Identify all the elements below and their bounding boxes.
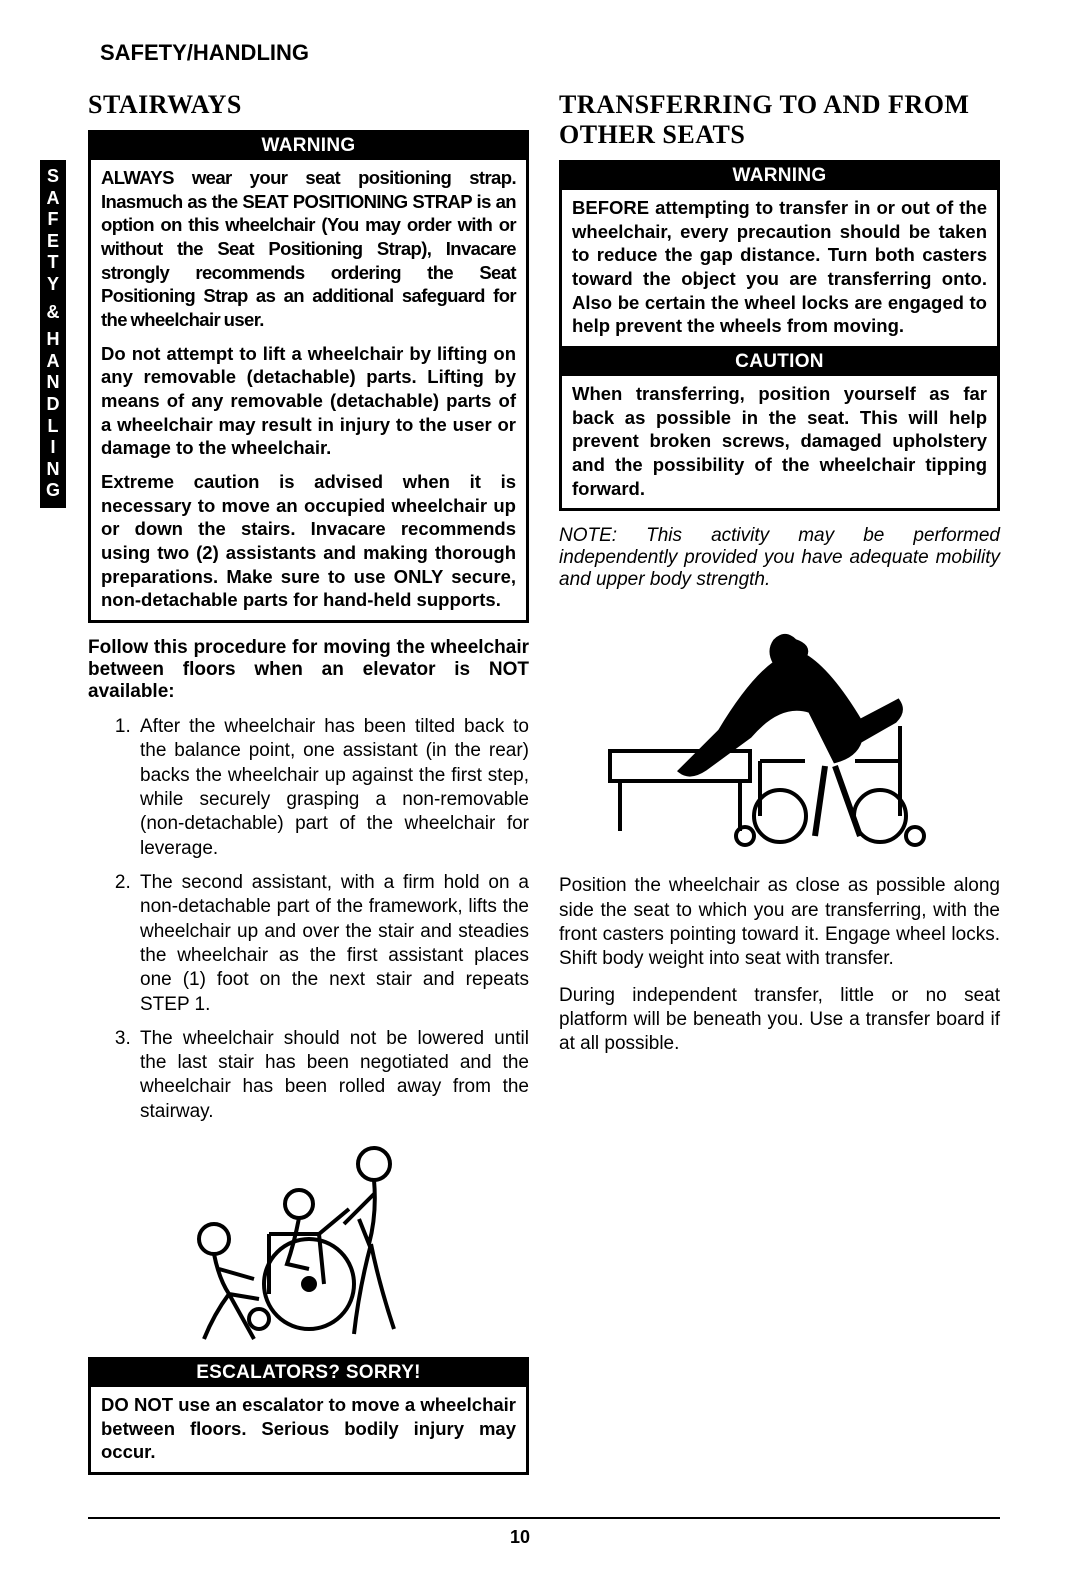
- step-2: The second assistant, with a firm hold o…: [136, 871, 529, 1017]
- transfer-illustration: [559, 601, 1000, 866]
- side-tab-line2: HANDLING: [46, 329, 60, 502]
- left-column: STAIRWAYS WARNING ALWAYS wear your seat …: [88, 90, 529, 1489]
- transfer-svg-icon: [600, 601, 960, 861]
- transfer-caution-label: CAUTION: [562, 349, 997, 376]
- footer-rule: [88, 1517, 1000, 1519]
- transfer-warning-body: BEFORE attempting to transfer in or out …: [562, 190, 997, 346]
- transfer-caution-text: When transferring, position yourself as …: [572, 382, 987, 500]
- transfer-caution-body: When transferring, position yourself as …: [562, 376, 997, 508]
- procedure-intro: Follow this procedure for moving the whe…: [88, 637, 529, 703]
- step-1: After the wheelchair has been tilted bac…: [136, 715, 529, 861]
- escalator-box: ESCALATORS? SORRY! DO NOT use an escalat…: [88, 1357, 529, 1475]
- page-number: 10: [40, 1527, 1000, 1548]
- warning-p3: Extreme caution is advised when it is ne…: [101, 470, 516, 612]
- stairways-warning-box: WARNING ALWAYS wear your seat positionin…: [88, 130, 529, 623]
- right-column: TRANSFERRING TO AND FROM OTHER SEATS WAR…: [559, 90, 1000, 1489]
- warning-p1: ALWAYS wear your seat positioning strap.…: [101, 166, 516, 332]
- escalator-body: DO NOT use an escalator to move a wheelc…: [91, 1387, 526, 1472]
- stairways-heading: STAIRWAYS: [88, 90, 529, 120]
- procedure-steps: After the wheelchair has been tilted bac…: [88, 715, 529, 1124]
- page: SAFETY/HANDLING SAFETY & HANDLING STAIRW…: [0, 0, 1080, 1578]
- escalator-label: ESCALATORS? SORRY!: [91, 1360, 526, 1387]
- transferring-heading: TRANSFERRING TO AND FROM OTHER SEATS: [559, 90, 1000, 150]
- stairways-warning-body: ALWAYS wear your seat positioning strap.…: [91, 160, 526, 620]
- stairway-illustration: [88, 1134, 529, 1349]
- side-tab: SAFETY & HANDLING: [40, 160, 66, 508]
- transfer-note: NOTE: This activity may be performed ind…: [559, 525, 1000, 591]
- side-tab-amp: &: [46, 302, 60, 324]
- escalator-text: DO NOT use an escalator to move a wheelc…: [101, 1393, 516, 1464]
- transfer-warning-label: WARNING: [562, 163, 997, 190]
- page-header: SAFETY/HANDLING: [100, 40, 1000, 66]
- warning-label: WARNING: [91, 133, 526, 160]
- stairway-svg-icon: [159, 1134, 459, 1344]
- warning-p2: Do not attempt to lift a wheelchair by l…: [101, 342, 516, 460]
- step-3: The wheelchair should not be lowered unt…: [136, 1027, 529, 1124]
- transfer-warning-box: WARNING BEFORE attempting to transfer in…: [559, 160, 1000, 346]
- transfer-caution-box: CAUTION When transferring, position your…: [559, 346, 1000, 511]
- transfer-p2: During independent transfer, little or n…: [559, 984, 1000, 1057]
- transfer-p1: Position the wheelchair as close as poss…: [559, 874, 1000, 971]
- columns: STAIRWAYS WARNING ALWAYS wear your seat …: [88, 90, 1000, 1489]
- transfer-warning-text: BEFORE attempting to transfer in or out …: [572, 196, 987, 338]
- side-tab-line1: SAFETY: [46, 166, 60, 296]
